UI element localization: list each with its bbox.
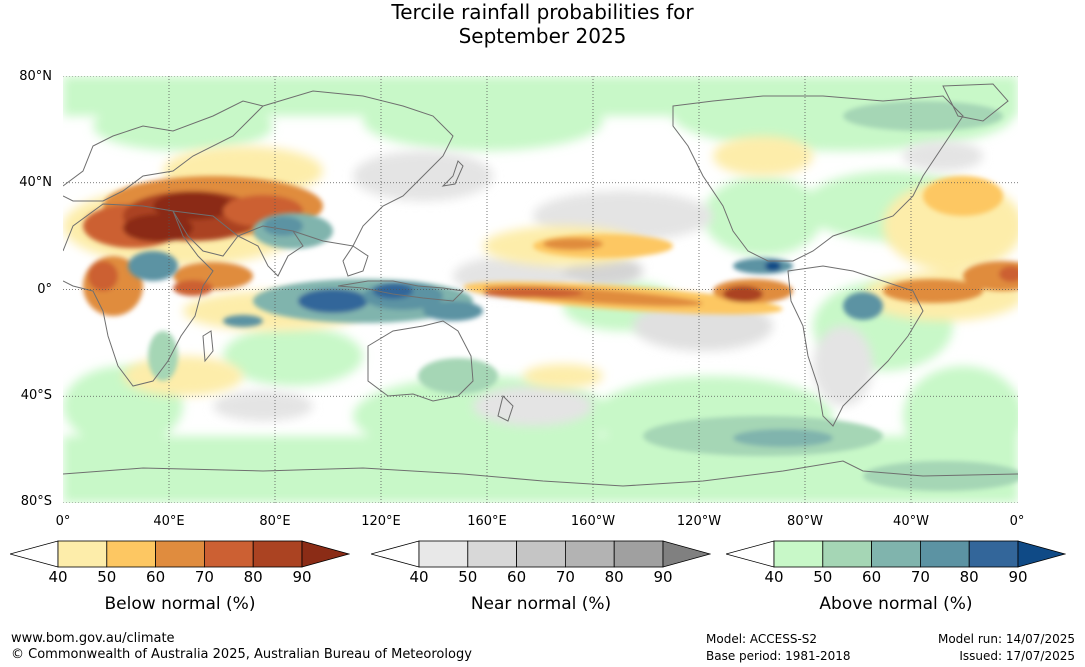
- colorbar-near-normal-swatch-50: [467, 540, 518, 568]
- colorbar-above-normal-tick-90: 90: [1008, 568, 1028, 586]
- colorbar-below-normal-title: Below normal (%): [104, 594, 256, 614]
- map-gridlines: [63, 76, 1018, 503]
- coastline-arabia: [172, 210, 239, 257]
- coastline-south-america: [787, 265, 924, 427]
- colorbar-below-normal-low-extend: [10, 540, 59, 568]
- lon-label-40e: 40°E: [153, 514, 185, 529]
- title-line-1: Tercile rainfall probabilities for: [391, 0, 694, 24]
- colorbar-below-normal-swatches: [10, 540, 350, 568]
- coastline-greenland: [942, 83, 1009, 122]
- lon-label-120e: 120°E: [361, 514, 401, 529]
- lon-label-80w: 80°W: [787, 514, 823, 529]
- lon-label-0-right: 0°: [1009, 514, 1025, 529]
- coastline-north-america: [672, 95, 964, 262]
- colorbar-above-normal-ticks: 40 50 60 70 80 90: [726, 568, 1066, 588]
- footer-copyright: © Commonwealth of Australia 2025, Austra…: [11, 647, 472, 662]
- colorbar-below-normal-tick-60: 60: [146, 568, 166, 586]
- colorbar-below-normal-swatch-60: [155, 540, 205, 568]
- lon-label-120w: 120°W: [676, 514, 722, 529]
- colorbar-above-normal-tick-50: 50: [813, 568, 833, 586]
- colorbar-near-normal-high-extend: [662, 540, 711, 568]
- wet-regions: [128, 101, 1018, 491]
- coastline-indonesia: [337, 280, 465, 302]
- footer-issued: Issued: 17/07/2025: [959, 649, 1075, 663]
- rainfall-probability-map: [63, 76, 1018, 503]
- colorbar-near-normal-tick-60: 60: [507, 568, 527, 586]
- colorbar-above-normal-high-extend: [1017, 540, 1066, 568]
- colorbar-below-normal-swatch-50: [106, 540, 157, 568]
- colorbar-above-normal-tick-70: 70: [910, 568, 930, 586]
- colorbar-near-normal-tick-70: 70: [555, 568, 575, 586]
- colorbar-near-normal-tick-40: 40: [409, 568, 429, 586]
- colorbar-near-normal-swatch-80: [613, 540, 664, 568]
- colorbar-near-normal-swatch-40: [418, 540, 469, 568]
- colorbar-near-normal-tick-50: 50: [458, 568, 478, 586]
- colorbar-near-normal-tick-90: 90: [653, 568, 673, 586]
- colorbar-below-normal-tick-70: 70: [194, 568, 214, 586]
- coastline-antarctica: [63, 460, 1018, 487]
- coastline-madagascar: [202, 330, 214, 363]
- lon-label-80e: 80°E: [259, 514, 291, 529]
- colorbar-above-normal-swatch-60: [871, 540, 921, 568]
- coastline-india: [236, 225, 304, 277]
- colorbar-above-normal-swatch-70: [919, 540, 970, 568]
- coastline-east-asia: [262, 90, 454, 247]
- lat-label-80s: 80°S: [20, 494, 52, 509]
- colorbar-below-normal-tick-90: 90: [292, 568, 312, 586]
- colorbar-below-normal-swatch-80: [252, 540, 303, 568]
- colorbar-near-normal-ticks: 40 50 60 70 80 90: [371, 568, 711, 588]
- colorbar-near-normal-title: Near normal (%): [470, 594, 612, 614]
- footer-base-period: Base period: 1981-2018: [706, 649, 851, 663]
- colorbar-above-normal-title: Above normal (%): [819, 594, 973, 614]
- footer-website: www.bom.gov.au/climate: [11, 631, 175, 646]
- coastline-africa: [63, 203, 214, 387]
- colorbar-near-normal-swatch-70: [564, 540, 615, 568]
- lat-label-equator: 0°: [37, 282, 52, 297]
- colorbar-below-normal-tick-50: 50: [97, 568, 117, 586]
- colorbar-below-normal-swatch-70: [203, 540, 254, 568]
- colorbar-above-normal-tick-60: 60: [862, 568, 882, 586]
- colorbar-below-normal-swatch-40: [57, 540, 108, 568]
- colorbar-above-normal-low-extend: [726, 540, 775, 568]
- colorbar-below-normal: 40 50 60 70 80 90 Below normal (%): [10, 540, 350, 614]
- colorbar-near-normal-swatch-60: [516, 540, 566, 568]
- colorbar-above-normal-tick-40: 40: [764, 568, 784, 586]
- title-line-2: September 2025: [458, 24, 627, 48]
- colorbar-above-normal: 40 50 60 70 80 90 Above normal (%): [726, 540, 1066, 614]
- lon-label-160e: 160°E: [467, 514, 507, 529]
- lat-label-80n: 80°N: [19, 69, 52, 84]
- colorbar-above-normal-swatch-50: [822, 540, 873, 568]
- colorbar-below-normal-tick-80: 80: [243, 568, 263, 586]
- colorbar-below-normal-tick-40: 40: [48, 568, 68, 586]
- colorbar-near-normal-swatches: [371, 540, 711, 568]
- coastline-japan: [441, 160, 464, 187]
- map-title: Tercile rainfall probabilities for Septe…: [0, 0, 1085, 48]
- coastline-southeast-asia: [342, 245, 369, 277]
- lon-label-0: 0°: [55, 514, 71, 529]
- footer-model-run: Model run: 14/07/2025: [937, 632, 1075, 646]
- lon-label-160w: 160°W: [570, 514, 616, 529]
- colorbar-above-normal-swatch-80: [968, 540, 1019, 568]
- lon-label-40w: 40°W: [893, 514, 929, 529]
- colorbar-below-normal-high-extend: [301, 540, 350, 568]
- colorbar-near-normal-tick-80: 80: [604, 568, 624, 586]
- coastline-new-zealand: [497, 395, 514, 422]
- colorbar-below-normal-ticks: 40 50 60 70 80 90: [10, 568, 350, 588]
- colorbar-near-normal: 40 50 60 70 80 90 Near normal (%): [371, 540, 711, 614]
- footer-model: Model: ACCESS-S2: [706, 632, 818, 646]
- lat-label-40n: 40°N: [19, 175, 52, 190]
- colorbar-above-normal-swatch-40: [773, 540, 824, 568]
- colorbar-above-normal-tick-80: 80: [959, 568, 979, 586]
- lat-label-40s: 40°S: [20, 388, 52, 403]
- middle-east-dry-core: [83, 176, 1018, 316]
- colorbar-above-normal-swatches: [726, 540, 1066, 568]
- colorbar-near-normal-low-extend: [371, 540, 420, 568]
